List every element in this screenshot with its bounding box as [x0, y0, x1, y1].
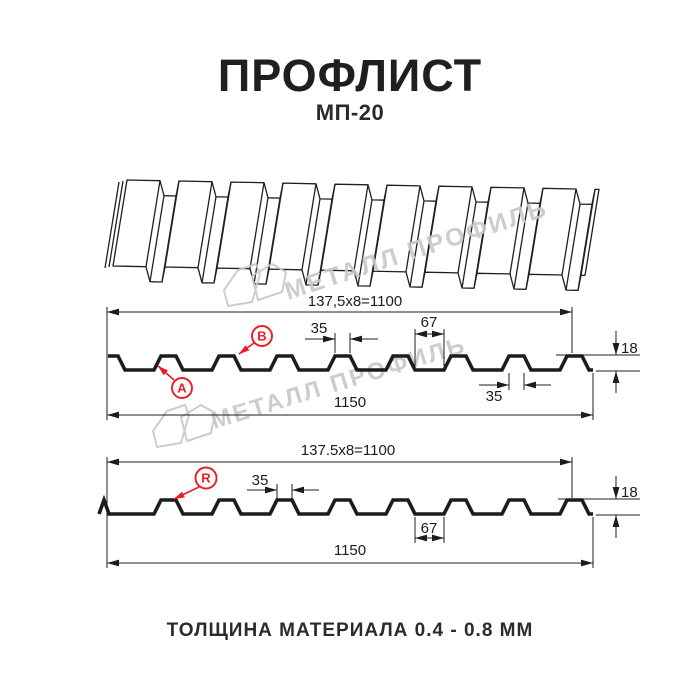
rib-edge-line: [565, 203, 581, 291]
sheet-left-cap-line: [108, 180, 124, 268]
dim-label-width-formula: 137,5x8=1100: [308, 293, 402, 310]
rib-edge-line: [216, 181, 232, 269]
rib-edge-line: [149, 195, 165, 282]
rib-edge-line: [461, 201, 477, 289]
rib-edge-line: [580, 189, 596, 276]
watermark-middle: МЕТАЛЛ ПРОФИЛЬ: [152, 331, 470, 448]
rib-edge-line: [268, 182, 284, 270]
label-leader-line: [173, 486, 200, 500]
dim-label-rib-top: 35: [311, 320, 328, 337]
side-b-marker: [251, 325, 273, 347]
rib-edge-line: [197, 181, 213, 268]
profile-outline: [108, 354, 593, 372]
profile-outline: [97, 494, 593, 516]
rib-edge-line: [513, 202, 529, 290]
side-a-marker: [171, 377, 193, 399]
rib-edge-line: [405, 185, 421, 273]
rib-edge-line: [561, 188, 577, 276]
side-r-marker: [194, 466, 218, 490]
dim-label-total-width: 1150: [334, 542, 366, 559]
rib-edge-line: [301, 183, 317, 270]
rib-edge-line: [509, 187, 525, 275]
rib-edge-line: [164, 180, 180, 268]
thickness-caption: ТОЛЩИНА МАТЕРИАЛА 0.4 - 0.8 ММ: [166, 620, 534, 641]
sheet-3d-drawing: [104, 179, 600, 291]
rib-edge-line: [253, 197, 269, 284]
dim-label-rib-bottom: 35: [486, 388, 503, 405]
rib-edge-line: [372, 185, 388, 272]
profile-section-bottom: 137.5x8=1100 35 67 18 1150: [97, 442, 640, 568]
rib-edge-line: [476, 187, 492, 274]
profile-section-top: 137,5x8=1100 35 67 18 35: [106, 293, 640, 420]
label-leader-line: [157, 365, 175, 381]
side-r-label: R: [201, 471, 211, 486]
page-title: ПРОФЛИСТ: [217, 50, 483, 101]
dim-label-flat: 67: [421, 314, 438, 331]
rib-edge-line: [201, 196, 217, 283]
side-b-label: B: [257, 329, 266, 344]
rib-edge-line: [145, 180, 161, 267]
metall-profil-logo-icon: [152, 404, 216, 448]
rib-edge-line: [357, 199, 373, 287]
rib-edge-line: [353, 184, 369, 271]
rib-edge-line: [424, 186, 440, 273]
rib-edge-line: [320, 184, 336, 271]
dim-label-flat: 67: [421, 520, 438, 537]
metall-profil-logo-icon: [223, 263, 287, 307]
rib-edge-line: [249, 182, 265, 269]
rib-edge-line: [409, 200, 425, 288]
product-code: МП-20: [315, 100, 385, 125]
rib-edge-line: [305, 198, 321, 286]
side-a-label: A: [177, 381, 187, 396]
dim-label-rib-top: 35: [252, 472, 269, 489]
label-leader-line: [238, 342, 255, 355]
watermark-text: МЕТАЛЛ ПРОФИЛЬ: [208, 331, 470, 434]
dim-label-width-formula: 137.5x8=1100: [301, 442, 395, 459]
dim-label-total-width: 1150: [334, 394, 366, 411]
rib-edge-line: [528, 188, 544, 275]
sheet-left-cap-line: [104, 181, 120, 269]
dim-label-height: 18: [621, 340, 638, 357]
rib-edge-line: [457, 186, 473, 274]
dim-label-height: 18: [621, 484, 638, 501]
